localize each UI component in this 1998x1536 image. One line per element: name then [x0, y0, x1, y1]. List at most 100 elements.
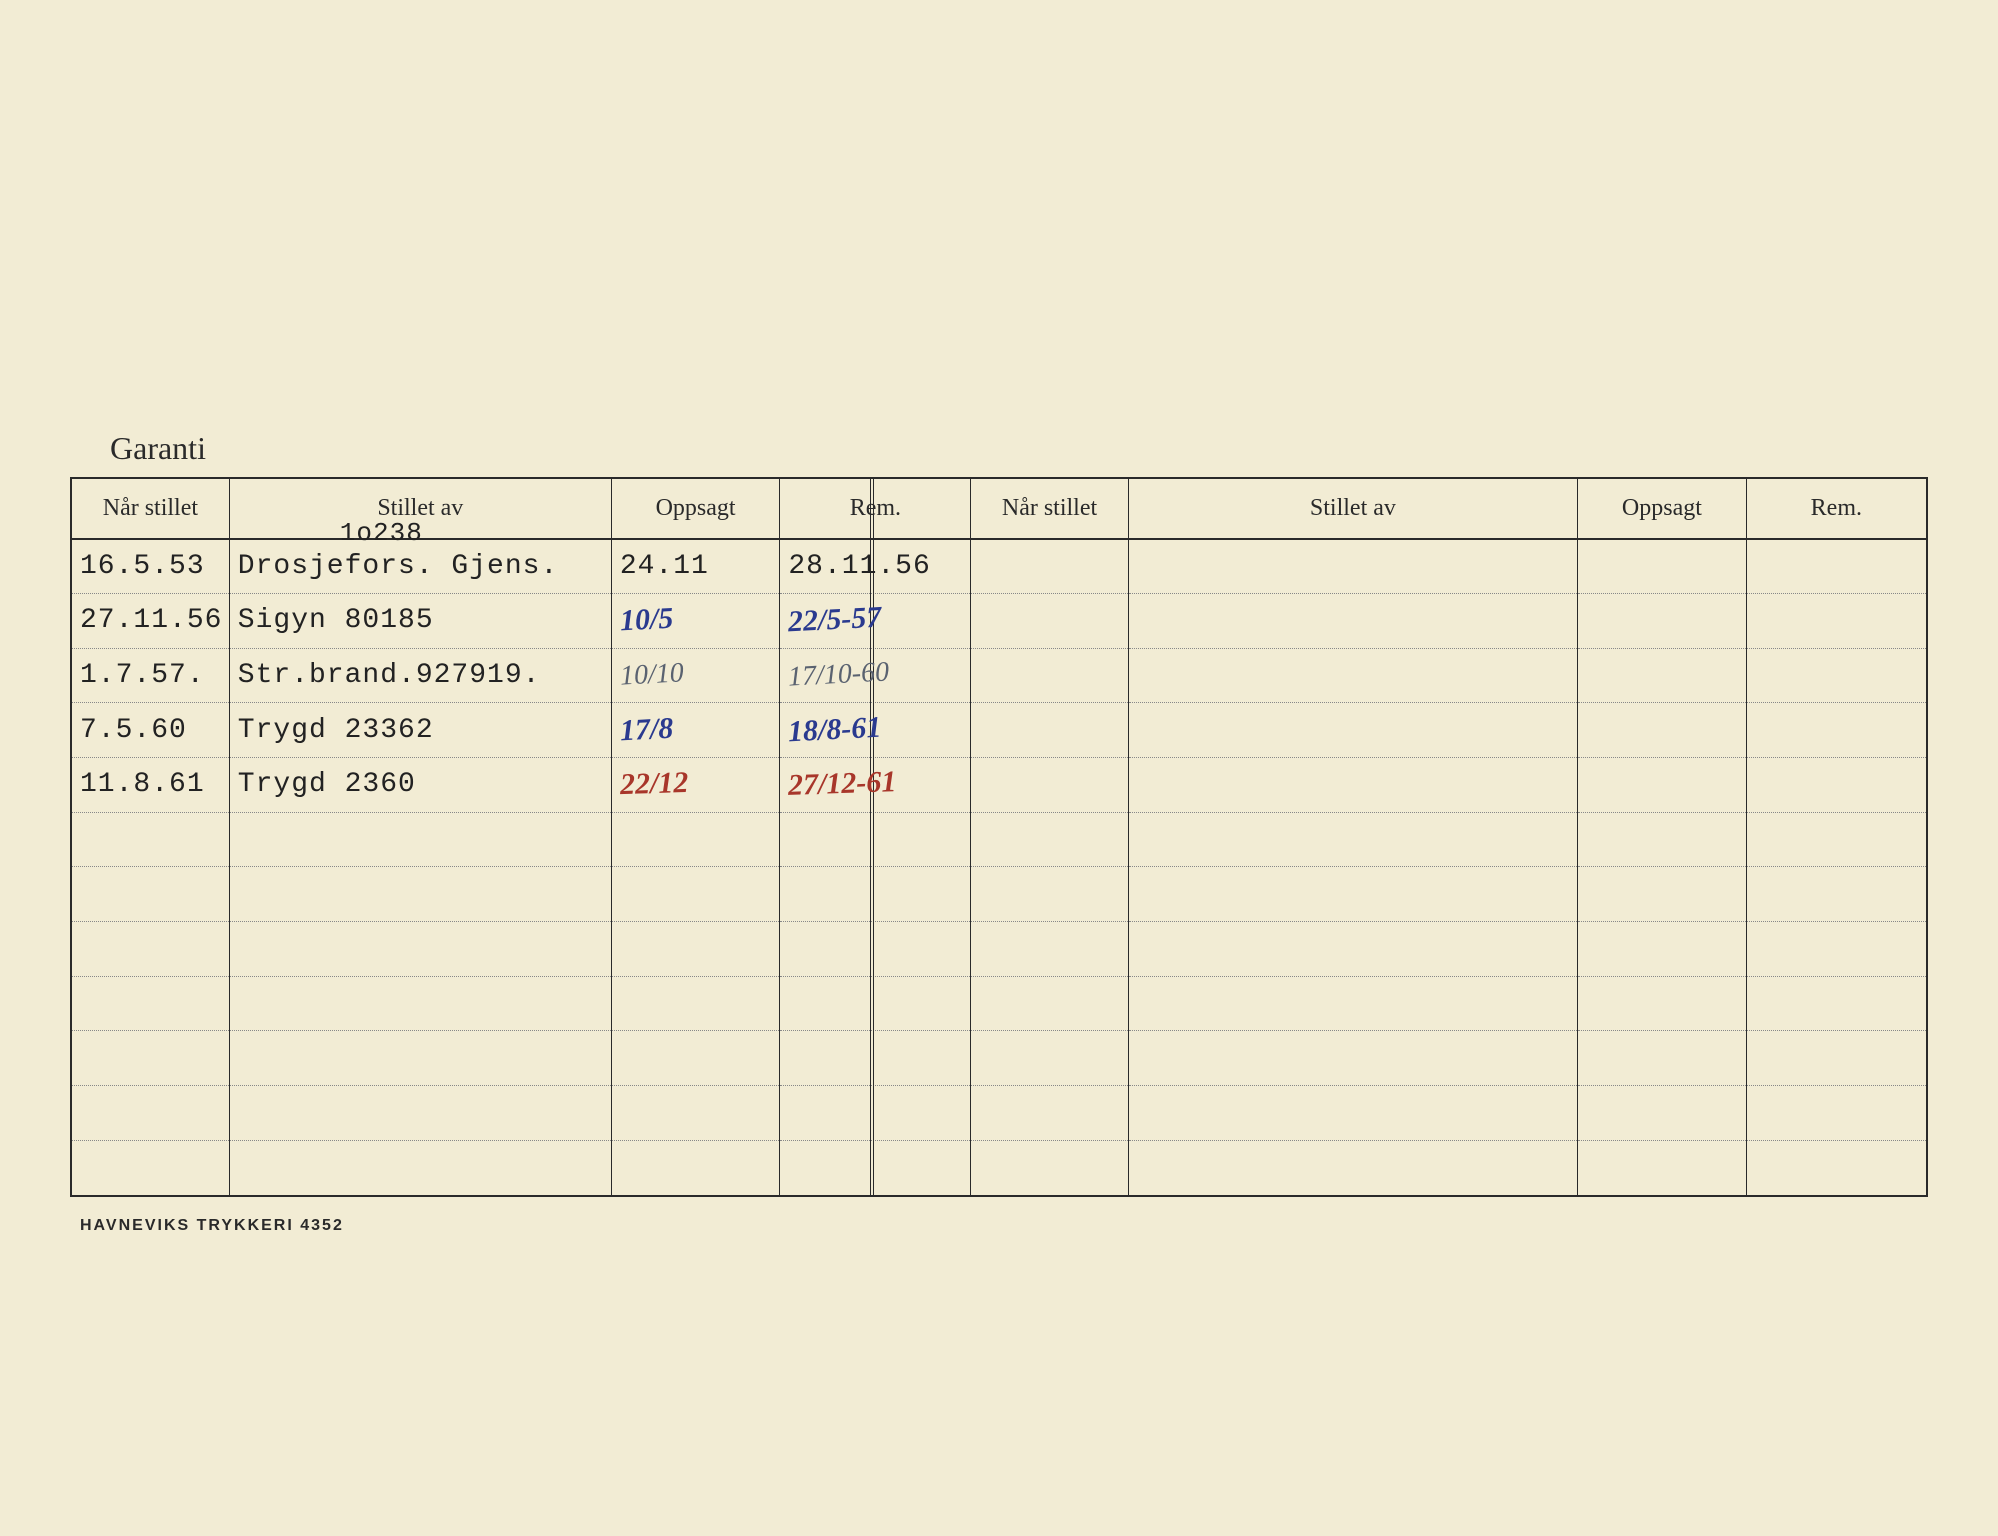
oppsagt-value: 24.11 [620, 551, 709, 582]
rem-value: 28.11.56 [788, 551, 930, 582]
table-cell: 17/10-60 [780, 648, 971, 703]
table-cell [1578, 812, 1747, 867]
table-cell: 16.5.53 [72, 539, 229, 594]
table-cell [72, 976, 229, 1031]
table-cell [72, 1086, 229, 1141]
table-cell [1578, 867, 1747, 922]
table-cell [229, 976, 611, 1031]
section-title: Garanti [110, 430, 1928, 467]
table-cell [1128, 758, 1577, 813]
table-cell [780, 1031, 971, 1086]
table-cell [971, 867, 1128, 922]
table-row [72, 922, 1926, 977]
table-cell [1128, 594, 1577, 649]
table-cell: 10/5 [611, 594, 780, 649]
table-cell [611, 1031, 780, 1086]
header-rem-1: Rem. [780, 479, 971, 539]
oppsagt-value: 10/10 [619, 657, 684, 692]
table-cell [971, 594, 1128, 649]
cell-superscript: 1o238 [340, 518, 423, 548]
table-cell [1746, 922, 1926, 977]
table-cell [780, 976, 971, 1031]
header-rem-2: Rem. [1746, 479, 1926, 539]
table-cell [229, 922, 611, 977]
table-cell [1578, 1086, 1747, 1141]
table-cell [1578, 539, 1747, 594]
table-cell [1578, 703, 1747, 758]
table-cell [1746, 539, 1926, 594]
table-cell [1746, 1140, 1926, 1195]
rem-value: 18/8-61 [788, 710, 883, 749]
table-cell: 11.8.61 [72, 758, 229, 813]
table-cell [780, 922, 971, 977]
table-row [72, 976, 1926, 1031]
table-cell [72, 1031, 229, 1086]
table-cell [1128, 1140, 1577, 1195]
table-cell: 1.7.57. [72, 648, 229, 703]
table-cell: 10/10 [611, 648, 780, 703]
table-cell [1128, 539, 1577, 594]
table-cell [1578, 1140, 1747, 1195]
table-cell: 28.11.56 [780, 539, 971, 594]
table-cell [1746, 648, 1926, 703]
header-nar-stillet-2: Når stillet [971, 479, 1128, 539]
document-page: Garanti Når stillet Stillet av Oppsagt R… [0, 0, 1998, 1536]
table-cell [229, 1031, 611, 1086]
header-nar-stillet-1: Når stillet [72, 479, 229, 539]
table-cell: Trygd 23362 [229, 703, 611, 758]
table-cell [229, 1140, 611, 1195]
table-row: 27.11.56Sigyn 8018510/522/5-57 [72, 594, 1926, 649]
table-cell [971, 1086, 1128, 1141]
table-cell [971, 703, 1128, 758]
table-cell [1746, 812, 1926, 867]
ledger-table-container: Når stillet Stillet av Oppsagt Rem. Når … [70, 477, 1928, 1197]
table-cell [1578, 976, 1747, 1031]
table-cell [971, 1140, 1128, 1195]
table-row [72, 1140, 1926, 1195]
table-cell [1128, 976, 1577, 1031]
table-cell [1128, 812, 1577, 867]
table-cell [1578, 922, 1747, 977]
table-row [72, 812, 1926, 867]
table-cell [780, 867, 971, 922]
table-cell: Str.brand.927919. [229, 648, 611, 703]
table-cell [971, 812, 1128, 867]
table-cell [1746, 1031, 1926, 1086]
table-cell [971, 539, 1128, 594]
table-cell: 24.11 [611, 539, 780, 594]
table-cell [611, 1140, 780, 1195]
table-cell: 7.5.60 [72, 703, 229, 758]
table-cell [611, 867, 780, 922]
table-cell [72, 867, 229, 922]
ledger-body: 16.5.531o238Drosjefors. Gjens.24.1128.11… [72, 539, 1926, 1195]
table-cell [1746, 758, 1926, 813]
table-cell [1746, 594, 1926, 649]
table-cell [1578, 594, 1747, 649]
rem-value: 17/10-60 [788, 657, 891, 694]
table-cell: 18/8-61 [780, 703, 971, 758]
oppsagt-value: 17/8 [619, 711, 674, 748]
table-cell: 27.11.56 [72, 594, 229, 649]
table-cell [1128, 867, 1577, 922]
table-cell [971, 758, 1128, 813]
oppsagt-value: 10/5 [619, 602, 674, 639]
table-cell [971, 1031, 1128, 1086]
table-cell [1746, 1086, 1926, 1141]
table-row [72, 867, 1926, 922]
ledger-table: Når stillet Stillet av Oppsagt Rem. Når … [72, 479, 1926, 1195]
table-cell [611, 976, 780, 1031]
table-cell [1128, 703, 1577, 758]
table-cell [1578, 758, 1747, 813]
table-cell: 17/8 [611, 703, 780, 758]
table-cell [1578, 648, 1747, 703]
table-cell [229, 867, 611, 922]
table-row: 16.5.531o238Drosjefors. Gjens.24.1128.11… [72, 539, 1926, 594]
header-oppsagt-2: Oppsagt [1578, 479, 1747, 539]
table-cell: Sigyn 80185 [229, 594, 611, 649]
table-row [72, 1031, 1926, 1086]
table-cell [971, 976, 1128, 1031]
header-stillet-av-2: Stillet av [1128, 479, 1577, 539]
table-cell: 22/12 [611, 758, 780, 813]
table-cell [1578, 1031, 1747, 1086]
table-cell: 27/12-61 [780, 758, 971, 813]
